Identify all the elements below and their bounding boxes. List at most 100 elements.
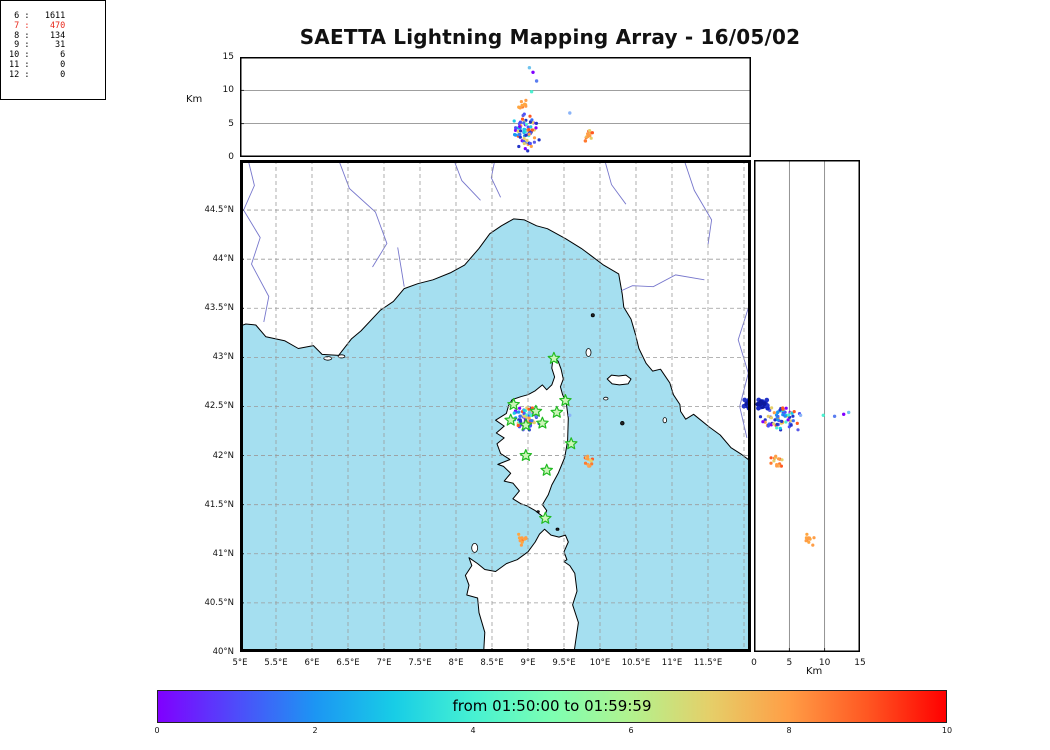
river-line: [453, 160, 481, 201]
lightning-point: [758, 415, 763, 419]
lightning-point: [518, 125, 522, 129]
colorbar-tick-label: 10: [941, 726, 953, 735]
lightning-point: [776, 410, 780, 414]
altitude-longitude-panel: [240, 57, 751, 157]
lightning-point: [742, 397, 747, 403]
station-star-icon: [559, 394, 572, 406]
lightning-point: [530, 118, 534, 122]
station-count-row: 6 : 1611: [9, 11, 66, 21]
lightning-point: [778, 408, 782, 412]
lightning-point: [590, 131, 594, 135]
lightning-point: [516, 129, 520, 133]
lightning-point: [586, 457, 590, 461]
lightning-point: [522, 130, 526, 134]
lightning-point: [519, 100, 523, 104]
colorbar-tick-label: 4: [470, 726, 476, 735]
lightning-point: [832, 414, 837, 418]
lightning-point: [807, 540, 811, 544]
lightning-point: [527, 407, 531, 411]
coastline-elba: [606, 374, 632, 386]
lightning-point: [780, 419, 784, 423]
small-island: [585, 348, 592, 357]
lon-tick-label: 8°E: [448, 658, 464, 668]
station-star-icon: [507, 397, 520, 410]
lightning-point: [520, 540, 524, 544]
lightning-point: [776, 414, 780, 418]
lightning-point: [517, 532, 521, 536]
lightning-point: [529, 90, 534, 94]
small-island: [536, 510, 540, 514]
lightning-point: [522, 141, 526, 146]
lightning-point: [789, 423, 793, 427]
lightning-point: [773, 418, 777, 422]
small-island: [471, 542, 479, 553]
lightning-point: [588, 129, 592, 133]
lightning-point: [524, 536, 528, 541]
lat-tick-label: 40.5°N: [204, 597, 234, 608]
lightning-point: [522, 414, 526, 418]
station-counts-rows: 6 : 1611 7 : 470 8 : 134 9 : 31 10 : 6 11 …: [9, 11, 105, 81]
lat-tick-label: 43.5°N: [204, 303, 234, 314]
lightning-point: [777, 457, 781, 461]
river-line: [338, 160, 388, 268]
right-panel-frame: [754, 160, 860, 652]
river-line: [604, 160, 627, 205]
top-panel-frame: [240, 57, 751, 157]
lightning-point: [589, 459, 593, 463]
colorbar-tick-label: 2: [312, 726, 318, 735]
river-line: [683, 160, 713, 245]
top-panel-altitude-axis-label: Km: [186, 94, 203, 105]
lightning-point: [514, 126, 518, 130]
lightning-point: [783, 414, 787, 418]
lightning-point: [778, 426, 782, 430]
right-altitude-tick-label: 15: [854, 658, 866, 668]
station-star-icon: [519, 449, 533, 461]
lightning-point: [588, 464, 592, 468]
lightning-point: [796, 428, 800, 432]
small-island: [620, 421, 625, 426]
lightning-point: [772, 411, 776, 415]
lightning-point: [780, 458, 784, 462]
lightning-point: [516, 423, 520, 428]
lightning-point: [770, 406, 774, 410]
figure-title: SAETTA Lightning Mapping Array - 16/05/0…: [299, 25, 801, 49]
lightning-point: [766, 414, 770, 418]
lightning-point: [769, 423, 773, 427]
lightning-point: [783, 410, 787, 414]
lightning-point: [530, 128, 534, 132]
river-line: [397, 247, 405, 287]
lightning-point: [512, 411, 516, 415]
lightning-point: [784, 406, 788, 410]
lightning-point: [522, 127, 526, 131]
lightning-point: [527, 410, 532, 415]
station-star-icon: [539, 511, 552, 524]
lightning-point: [772, 459, 776, 463]
map-panel: [240, 160, 751, 652]
lightning-point: [769, 461, 773, 465]
lightning-point: [795, 421, 799, 425]
lat-tick-label: 43°N: [212, 352, 234, 363]
lightning-point: [517, 410, 521, 414]
lightning-point: [804, 539, 808, 543]
lightning-point: [527, 416, 531, 420]
small-island: [590, 313, 595, 318]
top-altitude-tick-label: 0: [228, 152, 234, 162]
lightning-point: [527, 128, 531, 132]
small-island: [662, 417, 667, 424]
lightning-point: [791, 419, 795, 423]
lightning-point: [537, 138, 541, 142]
lightning-point: [774, 454, 778, 458]
right-panel-altitude-axis-label: Km: [806, 666, 823, 677]
lightning-point: [811, 543, 815, 547]
lightning-point: [512, 119, 516, 123]
lightning-point: [775, 422, 779, 426]
lon-tick-label: 9.5°E: [552, 658, 576, 668]
lon-tick-label: 7.5°E: [408, 658, 432, 668]
lightning-point: [527, 132, 531, 136]
lightning-point: [523, 147, 527, 151]
lightning-point: [586, 132, 590, 136]
lightning-point: [766, 424, 770, 428]
lon-tick-label: 6.5°E: [336, 658, 360, 668]
lon-tick-label: 11°E: [661, 658, 683, 668]
